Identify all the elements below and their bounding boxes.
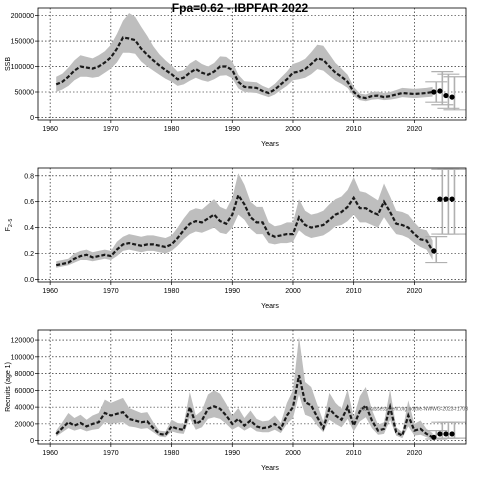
projection-point xyxy=(437,431,443,437)
estimate-line xyxy=(55,36,433,100)
x-tick-label: 2010 xyxy=(346,126,362,133)
y-tick-label: 100000 xyxy=(11,64,34,71)
y-tick-label: 0.6 xyxy=(24,199,34,206)
x-tick-label: 1990 xyxy=(224,288,240,295)
y-tick-label: 80000 xyxy=(15,371,35,378)
confidence-band xyxy=(56,336,433,440)
x-tick-label: 2020 xyxy=(407,450,423,457)
x-tick-label: 2000 xyxy=(285,126,301,133)
y-tick-label: 50000 xyxy=(15,90,35,97)
y-tick-label: 60000 xyxy=(15,388,35,395)
y-tick-label: 120000 xyxy=(11,338,34,345)
y-tick-label: 0.4 xyxy=(24,225,34,232)
y-axis-label: SSB xyxy=(5,57,12,71)
x-tick-label: 1990 xyxy=(224,126,240,133)
x-tick-label: 2020 xyxy=(407,126,423,133)
y-tick-label: 200000 xyxy=(11,13,34,20)
y-axis-label-subscript: 2–5 xyxy=(8,218,14,227)
projection-point xyxy=(437,196,443,202)
plot-frame xyxy=(37,329,467,445)
projection-point xyxy=(449,94,455,100)
projection-point xyxy=(449,431,455,437)
source-annotation: stockassessment.org nolthe-NWWG-2023-r17… xyxy=(360,406,468,412)
x-tick-label: 1970 xyxy=(103,450,119,457)
y-tick-label: 0.2 xyxy=(24,251,34,258)
x-tick-label: 2010 xyxy=(346,450,362,457)
x-tick-label: 2000 xyxy=(285,288,301,295)
projection-point xyxy=(443,431,449,437)
y-axis-label: Recruits (age 1) xyxy=(5,362,12,412)
estimate-line xyxy=(55,192,434,267)
x-tick-label: 1970 xyxy=(103,126,119,133)
y-tick-label: 0 xyxy=(30,438,34,445)
x-tick-label: 1960 xyxy=(42,450,58,457)
plot-frame xyxy=(37,167,467,283)
x-tick-label: 2020 xyxy=(407,288,423,295)
x-axis-label: Years xyxy=(261,465,279,472)
projection-point xyxy=(431,89,437,95)
x-tick-label: 1970 xyxy=(103,288,119,295)
x-tick-label: 1990 xyxy=(224,450,240,457)
x-tick-label: 1980 xyxy=(164,450,180,457)
x-axis-label: Years xyxy=(261,303,279,310)
y-tick-label: 100000 xyxy=(11,354,34,361)
y-tick-label: 150000 xyxy=(11,39,34,46)
confidence-band xyxy=(56,13,433,102)
x-tick-label: 1960 xyxy=(42,288,58,295)
projection-point xyxy=(437,88,443,94)
projection-point xyxy=(431,248,437,254)
x-tick-label: 1980 xyxy=(164,126,180,133)
x-tick-label: 1980 xyxy=(164,288,180,295)
x-axis-label: Years xyxy=(261,141,279,148)
estimate-line xyxy=(55,375,434,439)
y-tick-label: 40000 xyxy=(15,405,35,412)
y-tick-label: 0.8 xyxy=(24,173,34,180)
projection-point xyxy=(443,196,449,202)
fishing-mortality-panel: 1960 1970 1980 1990 2000 2010 2020 0.0 0.2 0.4 0.6… xyxy=(5,167,467,310)
ssb-panel: 1960 1970 1980 1990 2000 2010 2020 0 50000 100000… xyxy=(5,7,467,148)
y-tick-label: 0.0 xyxy=(24,277,34,284)
y-tick-label: 20000 xyxy=(15,421,35,428)
projection-point xyxy=(449,196,455,202)
projection-point xyxy=(443,92,449,99)
x-tick-label: 2010 xyxy=(346,288,362,295)
y-tick-label: 0 xyxy=(30,115,34,122)
recruitment-panel: 1960 1970 1980 1990 2000 2010 2020 0 20000 40000 6… xyxy=(5,329,468,472)
projection-point xyxy=(431,434,437,440)
x-tick-label: 1960 xyxy=(42,126,58,133)
x-tick-label: 2000 xyxy=(285,450,301,457)
y-axis-label: F2–5 xyxy=(5,218,14,231)
plot-frame xyxy=(37,7,467,121)
